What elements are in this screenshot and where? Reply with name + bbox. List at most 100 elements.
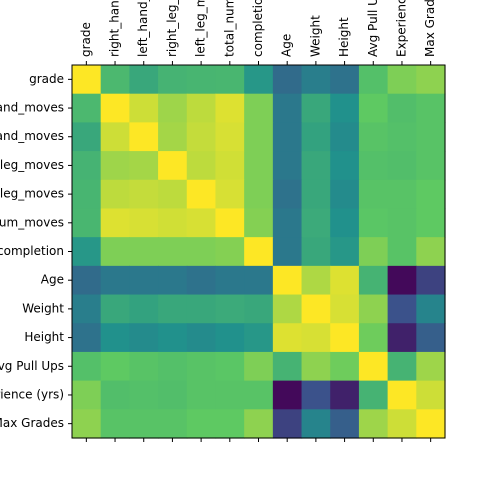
y-tick-label: grade bbox=[29, 72, 64, 86]
heatmap-cell bbox=[186, 323, 217, 353]
heatmap-cell bbox=[244, 208, 274, 238]
heatmap-cell bbox=[301, 409, 331, 439]
heatmap-cell bbox=[330, 265, 360, 296]
heatmap-cell bbox=[330, 237, 360, 267]
heatmap-cell bbox=[244, 237, 274, 267]
heatmap-cell bbox=[215, 208, 245, 238]
heatmap-cell bbox=[416, 323, 446, 353]
heatmap-cell bbox=[358, 65, 389, 95]
heatmap-cell bbox=[358, 351, 389, 382]
heatmap-cell bbox=[358, 237, 389, 267]
x-tick-label: right_hand_moves bbox=[108, 0, 122, 57]
heatmap-cells bbox=[72, 65, 446, 439]
heatmap-cell bbox=[186, 294, 217, 324]
heatmap-cell bbox=[301, 294, 331, 324]
x-tick-label: Experience (yrs) bbox=[394, 0, 408, 57]
heatmap-cell bbox=[387, 179, 417, 210]
heatmap-cell bbox=[301, 151, 331, 181]
heatmap-cell bbox=[186, 237, 217, 267]
heatmap-cell bbox=[272, 265, 303, 296]
y-tick-label: Experience (yrs) bbox=[0, 387, 64, 401]
heatmap-cell bbox=[72, 265, 102, 296]
heatmap-cell bbox=[129, 351, 159, 382]
heatmap-cell bbox=[100, 265, 130, 296]
heatmap-cell bbox=[272, 409, 303, 439]
heatmap-cell bbox=[215, 122, 245, 152]
heatmap-cell bbox=[244, 122, 274, 152]
heatmap-cell bbox=[186, 351, 217, 382]
heatmap-cell bbox=[387, 323, 417, 353]
heatmap-cell bbox=[358, 380, 389, 410]
heatmap-cell bbox=[416, 351, 446, 382]
heatmap-cell bbox=[158, 151, 188, 181]
heatmap-cell bbox=[301, 265, 331, 296]
heatmap-cell bbox=[358, 265, 389, 296]
heatmap-cell bbox=[186, 93, 217, 123]
heatmap-cell bbox=[72, 179, 102, 210]
heatmap-cell bbox=[416, 208, 446, 238]
heatmap-cell bbox=[330, 380, 360, 410]
heatmap-cell bbox=[100, 409, 130, 439]
heatmap-cell bbox=[100, 65, 130, 95]
heatmap-cell bbox=[358, 122, 389, 152]
heatmap-cell bbox=[416, 237, 446, 267]
heatmap-cell bbox=[244, 380, 274, 410]
heatmap-cell bbox=[387, 208, 417, 238]
heatmap-cell bbox=[158, 208, 188, 238]
x-tick-label: total_num_moves bbox=[222, 0, 236, 57]
heatmap-cell bbox=[244, 93, 274, 123]
heatmap-cell bbox=[416, 151, 446, 181]
heatmap-cell bbox=[301, 237, 331, 267]
heatmap-cell bbox=[215, 65, 245, 95]
heatmap-cell bbox=[186, 151, 217, 181]
heatmap-cell bbox=[100, 323, 130, 353]
heatmap-cell bbox=[158, 237, 188, 267]
heatmap-cell bbox=[301, 323, 331, 353]
heatmap-cell bbox=[358, 93, 389, 123]
heatmap-cell bbox=[416, 409, 446, 439]
heatmap-cell bbox=[272, 151, 303, 181]
x-axis-ticks: grade right_hand_moves left_hand_moves righ… bbox=[79, 0, 437, 442]
heatmap-cell bbox=[158, 93, 188, 123]
heatmap-cell bbox=[330, 151, 360, 181]
y-tick-label: left_hand_moves bbox=[0, 129, 64, 143]
heatmap-cell bbox=[272, 122, 303, 152]
heatmap-cell bbox=[244, 65, 274, 95]
heatmap-cell bbox=[358, 151, 389, 181]
heatmap-cell bbox=[215, 294, 245, 324]
y-tick-label: total_num_moves bbox=[0, 215, 64, 229]
heatmap-cell bbox=[100, 179, 130, 210]
heatmap-cell bbox=[129, 294, 159, 324]
heatmap-cell bbox=[215, 151, 245, 181]
x-tick-label: left_leg_moves bbox=[194, 0, 208, 57]
y-tick-label: Height bbox=[24, 330, 64, 344]
heatmap-cell bbox=[272, 294, 303, 324]
heatmap-cell bbox=[129, 151, 159, 181]
heatmap-cell bbox=[158, 265, 188, 296]
heatmap-cell bbox=[244, 151, 274, 181]
heatmap-cell bbox=[215, 93, 245, 123]
heatmap-cell bbox=[158, 409, 188, 439]
heatmap-cell bbox=[72, 65, 102, 95]
x-tick-label: right_leg_moves bbox=[165, 0, 179, 57]
x-tick-label: Max Grades bbox=[423, 0, 437, 57]
heatmap-cell bbox=[358, 179, 389, 210]
heatmap-cell bbox=[158, 179, 188, 210]
heatmap-cell bbox=[301, 65, 331, 95]
heatmap-cell bbox=[244, 323, 274, 353]
heatmap-cell bbox=[186, 265, 217, 296]
heatmap-cell bbox=[129, 380, 159, 410]
y-tick-label: Age bbox=[41, 273, 64, 287]
heatmap-cell bbox=[100, 294, 130, 324]
heatmap-cell bbox=[129, 208, 159, 238]
heatmap-cell bbox=[244, 179, 274, 210]
heatmap-cell bbox=[387, 409, 417, 439]
heatmap-cell bbox=[358, 294, 389, 324]
x-tick-label: completion bbox=[251, 0, 265, 57]
heatmap-cell bbox=[358, 323, 389, 353]
heatmap-cell bbox=[186, 122, 217, 152]
heatmap-cell bbox=[358, 208, 389, 238]
heatmap-cell bbox=[215, 237, 245, 267]
heatmap-cell bbox=[158, 380, 188, 410]
heatmap-cell bbox=[72, 351, 102, 382]
